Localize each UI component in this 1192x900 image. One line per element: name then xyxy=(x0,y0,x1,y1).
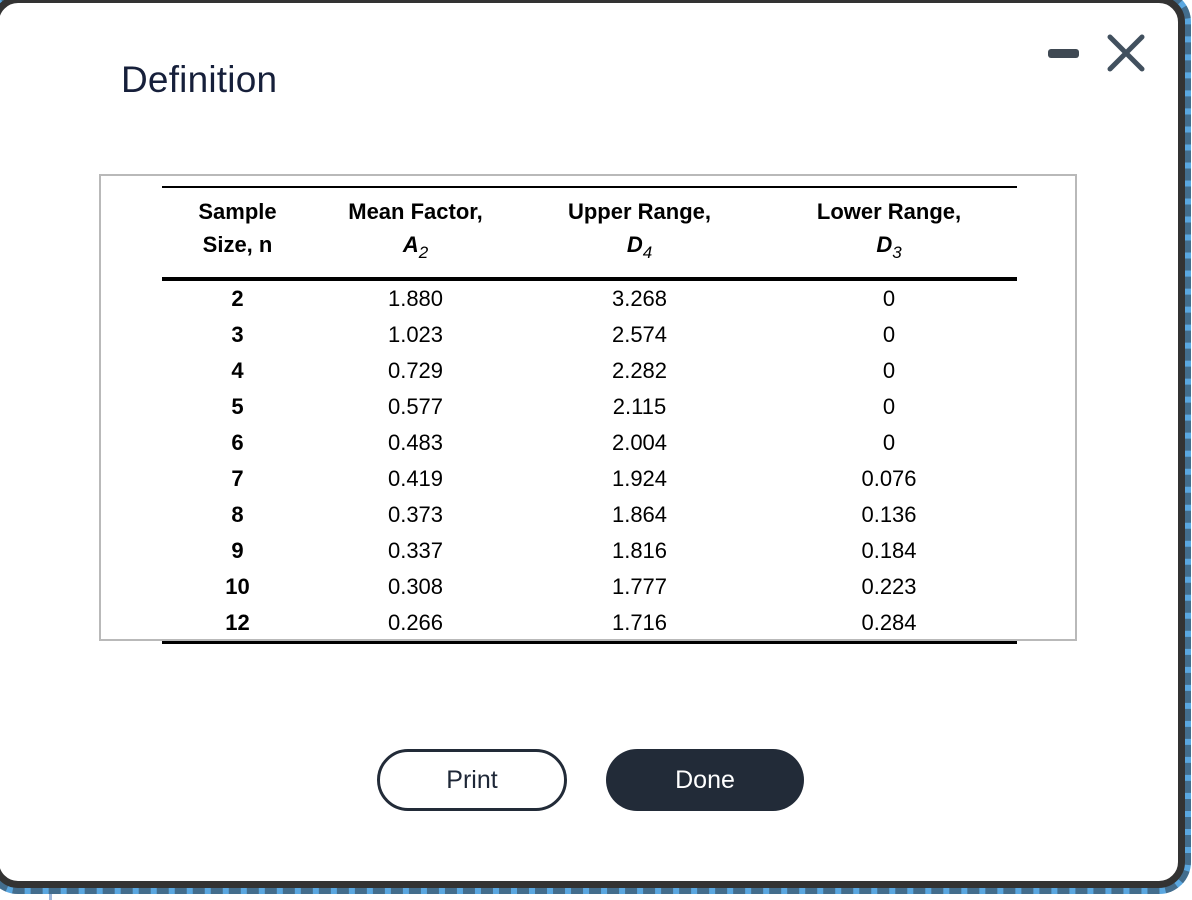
header-line: Sample xyxy=(198,199,277,224)
header-line: Upper Range, xyxy=(567,199,712,224)
table-row: 3 1.023 2.574 0 xyxy=(162,317,1017,353)
factors-table-card: Sample Size, n Mean Factor, A2 Upper Ran… xyxy=(99,174,1077,644)
cell-sample-size: 7 xyxy=(231,466,244,491)
col-header-lower-range: Lower Range, D3 xyxy=(761,187,1017,279)
header-symbol-line: D3 xyxy=(876,232,902,262)
table-header-row: Sample Size, n Mean Factor, A2 Upper Ran… xyxy=(162,187,1017,279)
window-controls xyxy=(1042,31,1148,75)
cell-upper-range: 1.716 xyxy=(611,610,668,635)
table-row: 7 0.419 1.924 0.076 xyxy=(162,461,1017,497)
caret-artifact xyxy=(49,893,52,900)
cell-sample-size: 6 xyxy=(231,430,244,455)
header-symbol-line: A2 xyxy=(402,232,429,262)
cell-sample-size: 10 xyxy=(225,574,250,599)
cell-upper-range: 2.004 xyxy=(611,430,668,455)
cell-sample-size: 9 xyxy=(231,538,244,563)
cell-upper-range: 2.282 xyxy=(611,358,668,383)
cell-lower-range: 0.223 xyxy=(861,574,917,599)
col-header-sample-size: Sample Size, n xyxy=(162,187,313,279)
cell-upper-range: 1.924 xyxy=(611,466,668,491)
cell-mean-factor: 0.308 xyxy=(387,574,444,599)
table-row: 4 0.729 2.282 0 xyxy=(162,353,1017,389)
print-button[interactable]: Print xyxy=(377,749,567,811)
minimize-icon xyxy=(1047,48,1079,58)
cell-sample-size: 5 xyxy=(231,394,244,419)
header-line: Mean Factor, xyxy=(348,199,483,224)
cell-mean-factor: 0.483 xyxy=(387,430,444,455)
minimize-button[interactable] xyxy=(1042,32,1084,74)
cell-mean-factor: 0.266 xyxy=(387,610,444,635)
cell-mean-factor: 1.880 xyxy=(387,286,444,311)
cell-sample-size: 4 xyxy=(231,358,244,383)
cell-lower-range: 0 xyxy=(882,322,896,347)
col-header-mean-factor: Mean Factor, A2 xyxy=(313,187,518,279)
table-row: 9 0.337 1.816 0.184 xyxy=(162,533,1017,569)
cell-sample-size: 12 xyxy=(225,610,250,635)
cell-mean-factor: 1.023 xyxy=(387,322,444,347)
cell-upper-range: 2.574 xyxy=(611,322,668,347)
cell-sample-size: 2 xyxy=(231,286,244,311)
cell-lower-range: 0 xyxy=(882,430,896,455)
cell-sample-size: 3 xyxy=(231,322,244,347)
col-header-upper-range: Upper Range, D4 xyxy=(518,187,761,279)
header-symbol-line: D4 xyxy=(626,232,653,262)
cell-mean-factor: 0.419 xyxy=(387,466,444,491)
cell-lower-range: 0.284 xyxy=(861,610,917,635)
cell-upper-range: 2.115 xyxy=(612,394,667,419)
table-row: 5 0.577 2.115 0 xyxy=(162,389,1017,425)
cell-lower-range: 0.076 xyxy=(861,466,917,491)
cell-upper-range: 3.268 xyxy=(611,286,668,311)
cell-sample-size: 8 xyxy=(231,502,244,527)
cell-lower-range: 0 xyxy=(882,358,896,383)
close-icon xyxy=(1107,34,1145,72)
dialog-title: Definition xyxy=(121,59,278,100)
table-row: 8 0.373 1.864 0.136 xyxy=(162,497,1017,533)
cell-lower-range: 0 xyxy=(882,286,896,311)
control-chart-factors-table: Sample Size, n Mean Factor, A2 Upper Ran… xyxy=(162,186,1017,644)
cell-upper-range: 1.864 xyxy=(611,502,668,527)
header-line: Lower Range, xyxy=(816,199,962,224)
header-line: Size, n xyxy=(202,232,273,257)
cell-mean-factor: 0.577 xyxy=(387,394,444,419)
cell-mean-factor: 0.337 xyxy=(387,538,444,563)
table-row: 12 0.266 1.716 0.284 xyxy=(162,605,1017,643)
cell-lower-range: 0 xyxy=(882,394,896,419)
table-row: 6 0.483 2.004 0 xyxy=(162,425,1017,461)
cell-mean-factor: 0.373 xyxy=(387,502,444,527)
close-button[interactable] xyxy=(1104,31,1148,75)
cell-upper-range: 1.777 xyxy=(611,574,668,599)
cell-mean-factor: 0.729 xyxy=(387,358,444,383)
table-row: 10 0.308 1.777 0.223 xyxy=(162,569,1017,605)
cell-upper-range: 1.816 xyxy=(611,538,668,563)
cell-lower-range: 0.184 xyxy=(861,538,917,563)
table-row: 2 1.880 3.268 0 xyxy=(162,279,1017,317)
cell-lower-range: 0.136 xyxy=(861,502,917,527)
done-button[interactable]: Done xyxy=(606,749,804,811)
table-body: 2 1.880 3.268 0 3 1.023 2.574 0 4 0.729 2.282 0 5 0.5… xyxy=(162,279,1017,643)
